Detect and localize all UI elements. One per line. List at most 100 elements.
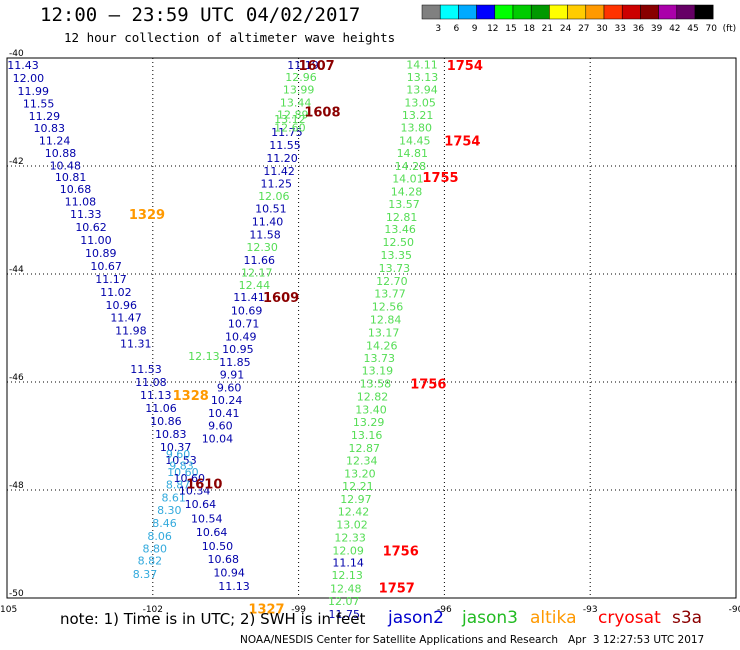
swh-data-label: 10.60 — [167, 466, 199, 479]
x-tick-label: -90 — [729, 605, 740, 615]
y-tick-label: -44 — [9, 265, 24, 275]
swh-data-label: 8.87 — [166, 479, 191, 492]
swh-data-label: 12.17 — [241, 266, 273, 279]
swh-data-label: 11.17 — [95, 273, 127, 286]
colorbar-label: 36 — [633, 24, 645, 34]
colorbar-label: 27 — [578, 24, 589, 34]
colorbar-label: 9 — [472, 24, 478, 34]
swh-data-label: 13.35 — [381, 249, 413, 262]
swh-data-label: 12.33 — [334, 532, 366, 545]
swh-data-label: 11.40 — [252, 216, 284, 229]
swh-data-label: 13.46 — [384, 223, 416, 236]
swh-data-label: 10.64 — [196, 526, 228, 539]
swh-data-label: 10.04 — [202, 433, 234, 446]
time-label: 1754 — [444, 135, 480, 150]
time-label: 1609 — [263, 291, 299, 306]
swh-data-label: 11.41 — [233, 291, 265, 304]
swh-data-label: 10.49 — [225, 331, 257, 344]
swh-data-label: 11.06 — [145, 402, 177, 415]
swh-data-label: 8.06 — [147, 530, 172, 543]
swh-data-label: 12.44 — [239, 279, 271, 292]
colorbar-swatch — [476, 4, 496, 20]
time-label: 1757 — [379, 582, 415, 597]
colorbar-swatch — [549, 4, 568, 20]
swh-data-label: 11.25 — [260, 177, 292, 190]
colorbar-label: 6 — [454, 24, 460, 34]
swh-data-label: 13.44 — [280, 96, 312, 109]
swh-data-label: 11.53 — [130, 363, 162, 376]
swh-data-label: 10.51 — [255, 203, 287, 216]
swh-data-label: 10.68 — [60, 183, 92, 196]
swh-data-label: 9.83 — [169, 460, 194, 473]
time-label: 1756 — [383, 544, 419, 559]
y-tick-label: -40 — [9, 49, 24, 59]
chart-title: 12:00 – 23:59 UTC 04/02/2017 — [40, 4, 361, 26]
time-label: 1607 — [298, 59, 334, 74]
swh-data-label: 13.57 — [388, 198, 420, 211]
colorbar-swatch — [494, 4, 514, 20]
swh-data-label: 10.48 — [50, 159, 82, 172]
swh-data-label: 13.13 — [407, 71, 439, 84]
swh-data-label: 14.26 — [366, 339, 398, 352]
time-label: 1327 — [248, 602, 284, 617]
colorbar-swatch — [512, 4, 532, 20]
swh-data-label: 8.37 — [133, 568, 158, 581]
colorbar-label: 33 — [614, 24, 625, 34]
colorbar-label: 24 — [560, 24, 572, 34]
swh-data-label: 12.56 — [372, 300, 404, 313]
x-tick-label: -93 — [583, 605, 598, 615]
legend-s3a: s3a — [672, 608, 703, 628]
swh-data-label: 11.55 — [269, 139, 301, 152]
swh-data-label: 12.81 — [386, 211, 418, 224]
swh-data-label: 12.13 — [331, 569, 363, 582]
swh-data-label: 12.89 — [277, 109, 309, 122]
colorbar-swatch — [530, 4, 550, 20]
x-tick-label: -99 — [291, 605, 306, 615]
swh-data-label: 12.82 — [357, 391, 389, 404]
swh-data-label: 10.81 — [55, 171, 87, 184]
swh-data-label: 13.12 — [274, 113, 306, 126]
swh-data-label: 10.64 — [185, 498, 217, 511]
swh-data-label: 13.73 — [379, 262, 411, 275]
swh-data-label: 10.89 — [85, 247, 117, 260]
swh-data-label: 8.30 — [157, 504, 182, 517]
colorbar-label: 15 — [505, 24, 516, 34]
swh-data-label: 13.05 — [404, 96, 436, 109]
time-label: 1754 — [447, 59, 483, 74]
y-tick-label: -48 — [9, 481, 24, 491]
chart-subtitle: 12 hour collection of altimeter wave hei… — [64, 30, 396, 45]
swh-data-label: 10.37 — [160, 441, 192, 454]
swh-data-label: 12.30 — [246, 241, 278, 254]
swh-data-label: 11.85 — [219, 356, 251, 369]
swh-data-label: 10.83 — [34, 122, 66, 135]
swh-data-label: 9.60 — [208, 420, 233, 433]
swh-data-label: 11.98 — [115, 325, 147, 338]
swh-data-label: 11.08 — [65, 196, 97, 209]
colorbar-label: 12 — [487, 24, 498, 34]
swh-data-label: 10.50 — [202, 540, 234, 553]
time-label: 1608 — [304, 105, 340, 120]
time-label: 1755 — [422, 171, 458, 186]
colorbar-label: 42 — [669, 24, 680, 34]
swh-data-label: 11.55 — [23, 97, 55, 110]
swh-data-label: 10.86 — [150, 415, 182, 428]
colorbar-swatch — [676, 4, 696, 20]
colorbar-swatch — [439, 4, 459, 20]
swh-data-label: 12.60 — [274, 122, 306, 135]
swh-data-label: 10.95 — [222, 343, 254, 356]
swh-data-label: 12.87 — [348, 442, 380, 455]
footer-note: note: 1) Time is in UTC; 2) SWH is in fe… — [60, 610, 366, 628]
swh-data-label: 12.42 — [338, 506, 370, 519]
swh-data-label: 13.21 — [402, 109, 434, 122]
swh-data-label: 12.06 — [258, 190, 290, 203]
colorbar-swatch — [421, 4, 441, 20]
swh-data-label: 14.11 — [406, 58, 438, 71]
swh-data-label: 12.13 — [188, 350, 220, 363]
swh-data-label: 10.53 — [165, 454, 197, 467]
swh-data-label: 11.42 — [263, 165, 295, 178]
swh-data-label: 13.16 — [351, 429, 383, 442]
time-label: 1329 — [129, 208, 165, 223]
swh-data-label: 8.80 — [142, 542, 167, 555]
swh-data-label: 10.96 — [105, 299, 137, 312]
swh-data-label: 10.88 — [45, 147, 77, 160]
